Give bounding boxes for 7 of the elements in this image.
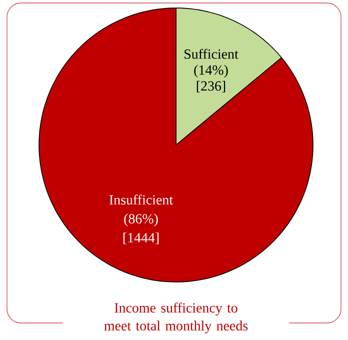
data-label: (86%) [124, 214, 158, 226]
text: [1444] [123, 232, 159, 244]
slice-label: Insufficient [109, 194, 173, 205]
slice-label: Sufficient [184, 48, 238, 59]
text: [236] [196, 80, 226, 92]
data-label: (14%) [194, 64, 228, 78]
text: Income sufficiency to meet total monthly needs [104, 302, 248, 334]
